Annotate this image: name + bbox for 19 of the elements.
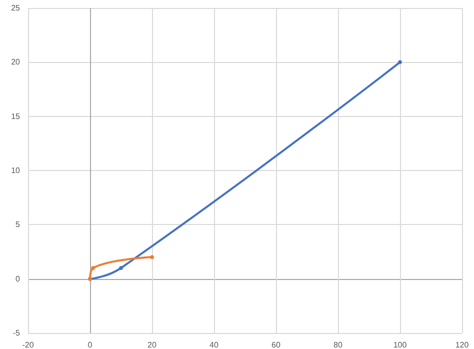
x-tick-label: 20 xyxy=(148,340,157,349)
x-tick-label: 40 xyxy=(210,340,219,349)
point xyxy=(150,255,154,260)
y-tick-label: 10 xyxy=(11,166,21,175)
point xyxy=(398,60,402,64)
x-tick-label: 60 xyxy=(272,340,281,349)
x-tick-label: 100 xyxy=(393,340,408,349)
x-tick-label: -20 xyxy=(22,340,34,349)
y-tick-label: -5 xyxy=(12,328,21,338)
point xyxy=(119,266,123,270)
x-tick-label: 120 xyxy=(455,340,470,349)
y-tick-label: 25 xyxy=(11,4,21,12)
y-tick-label: 20 xyxy=(11,58,21,67)
point xyxy=(91,266,96,270)
y-tick-label: 5 xyxy=(16,220,21,230)
y-tick-label: 15 xyxy=(11,112,21,121)
x-tick-label: 0 xyxy=(88,340,93,349)
x-tick-label: 80 xyxy=(334,340,343,349)
y-tick-label: 0 xyxy=(16,274,21,284)
